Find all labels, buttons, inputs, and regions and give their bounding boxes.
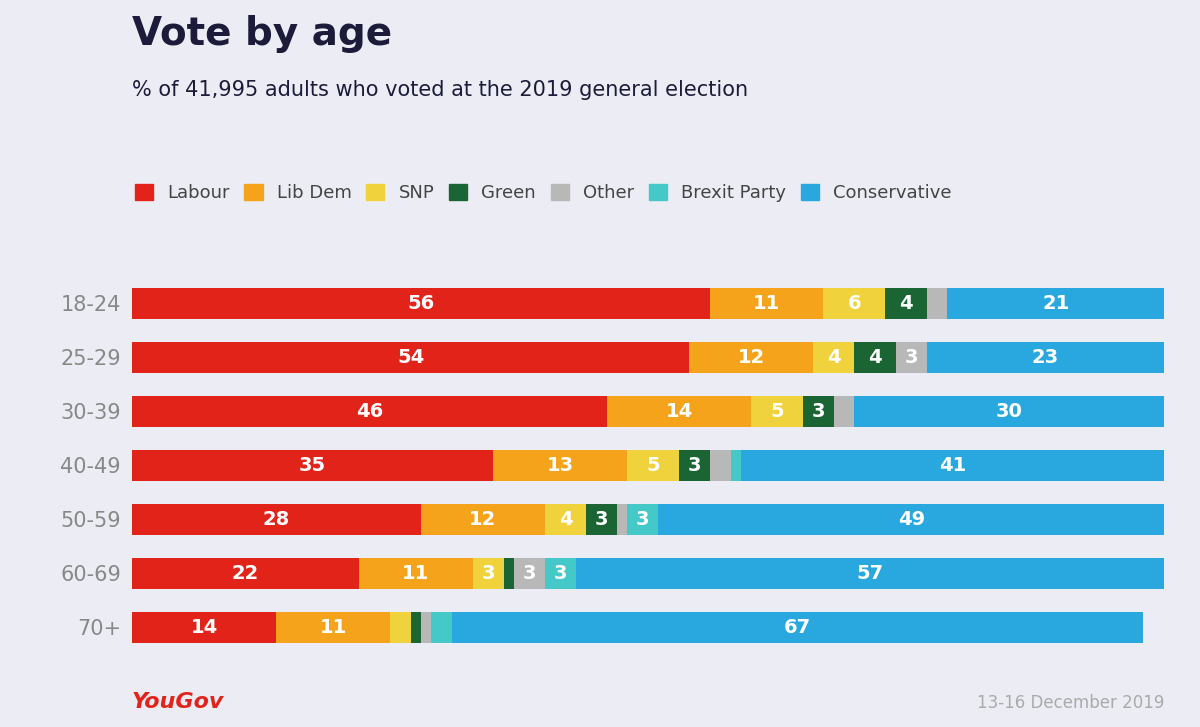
Bar — [710, 449, 731, 481]
Text: 12: 12 — [469, 510, 497, 529]
Bar — [628, 449, 679, 481]
Text: 3: 3 — [905, 348, 918, 366]
Bar — [854, 395, 1164, 427]
Bar — [514, 558, 545, 589]
Bar — [545, 504, 586, 535]
Text: 3: 3 — [811, 402, 826, 421]
Text: 3: 3 — [553, 564, 568, 583]
Text: 11: 11 — [319, 618, 347, 637]
Bar — [132, 558, 359, 589]
Bar — [731, 449, 740, 481]
Bar — [410, 611, 421, 643]
Text: 5: 5 — [647, 456, 660, 475]
Bar — [421, 611, 431, 643]
Text: 41: 41 — [938, 456, 966, 475]
Bar — [803, 395, 834, 427]
Text: 14: 14 — [191, 618, 218, 637]
Bar — [452, 611, 1144, 643]
Text: % of 41,995 adults who voted at the 2019 general election: % of 41,995 adults who voted at the 2019… — [132, 80, 748, 100]
Bar — [823, 288, 886, 319]
Text: 35: 35 — [299, 456, 326, 475]
Text: 57: 57 — [857, 564, 883, 583]
Text: 22: 22 — [232, 564, 259, 583]
Bar — [926, 342, 1164, 373]
Bar — [276, 611, 390, 643]
Text: 12: 12 — [738, 348, 764, 366]
Text: YouGov: YouGov — [132, 692, 224, 712]
Text: 14: 14 — [665, 402, 692, 421]
Bar — [132, 504, 421, 535]
Bar — [504, 558, 514, 589]
Bar — [359, 558, 473, 589]
Bar — [834, 395, 854, 427]
Bar — [628, 504, 659, 535]
Bar — [895, 342, 926, 373]
Bar — [659, 504, 1164, 535]
Text: 4: 4 — [869, 348, 882, 366]
Text: 5: 5 — [770, 402, 784, 421]
Text: 54: 54 — [397, 348, 425, 366]
Bar — [132, 395, 607, 427]
Bar — [740, 449, 1164, 481]
Bar — [132, 449, 493, 481]
Bar — [854, 342, 895, 373]
Text: 13-16 December 2019: 13-16 December 2019 — [977, 694, 1164, 712]
Text: 67: 67 — [784, 618, 811, 637]
Bar — [586, 504, 617, 535]
Text: 6: 6 — [847, 294, 862, 313]
Text: 3: 3 — [522, 564, 536, 583]
Text: 13: 13 — [547, 456, 574, 475]
Bar — [710, 288, 823, 319]
Text: 23: 23 — [1032, 348, 1058, 366]
Bar — [431, 611, 452, 643]
Bar — [390, 611, 410, 643]
Text: 3: 3 — [636, 510, 649, 529]
Text: 28: 28 — [263, 510, 290, 529]
Bar — [607, 395, 751, 427]
Text: 49: 49 — [898, 510, 925, 529]
Text: 56: 56 — [407, 294, 434, 313]
Bar — [545, 558, 576, 589]
Bar — [751, 395, 803, 427]
Bar — [132, 611, 276, 643]
Bar — [132, 288, 710, 319]
Bar — [679, 449, 710, 481]
Text: 11: 11 — [402, 564, 430, 583]
Legend: Labour, Lib Dem, SNP, Green, Other, Brexit Party, Conservative: Labour, Lib Dem, SNP, Green, Other, Brex… — [136, 183, 952, 202]
Bar — [576, 558, 1164, 589]
Bar — [617, 504, 628, 535]
Bar — [814, 342, 854, 373]
Bar — [473, 558, 504, 589]
Bar — [132, 342, 689, 373]
Text: 4: 4 — [559, 510, 572, 529]
Bar — [947, 288, 1164, 319]
Bar — [926, 288, 947, 319]
Text: 46: 46 — [355, 402, 383, 421]
Bar — [421, 504, 545, 535]
Text: 21: 21 — [1042, 294, 1069, 313]
Bar — [886, 288, 926, 319]
Text: 11: 11 — [754, 294, 780, 313]
Text: 30: 30 — [996, 402, 1022, 421]
Text: 3: 3 — [481, 564, 494, 583]
Text: 3: 3 — [595, 510, 608, 529]
Text: 4: 4 — [827, 348, 840, 366]
Text: 3: 3 — [688, 456, 701, 475]
Bar — [689, 342, 814, 373]
Bar — [493, 449, 628, 481]
Text: Vote by age: Vote by age — [132, 15, 392, 52]
Text: 4: 4 — [899, 294, 913, 313]
